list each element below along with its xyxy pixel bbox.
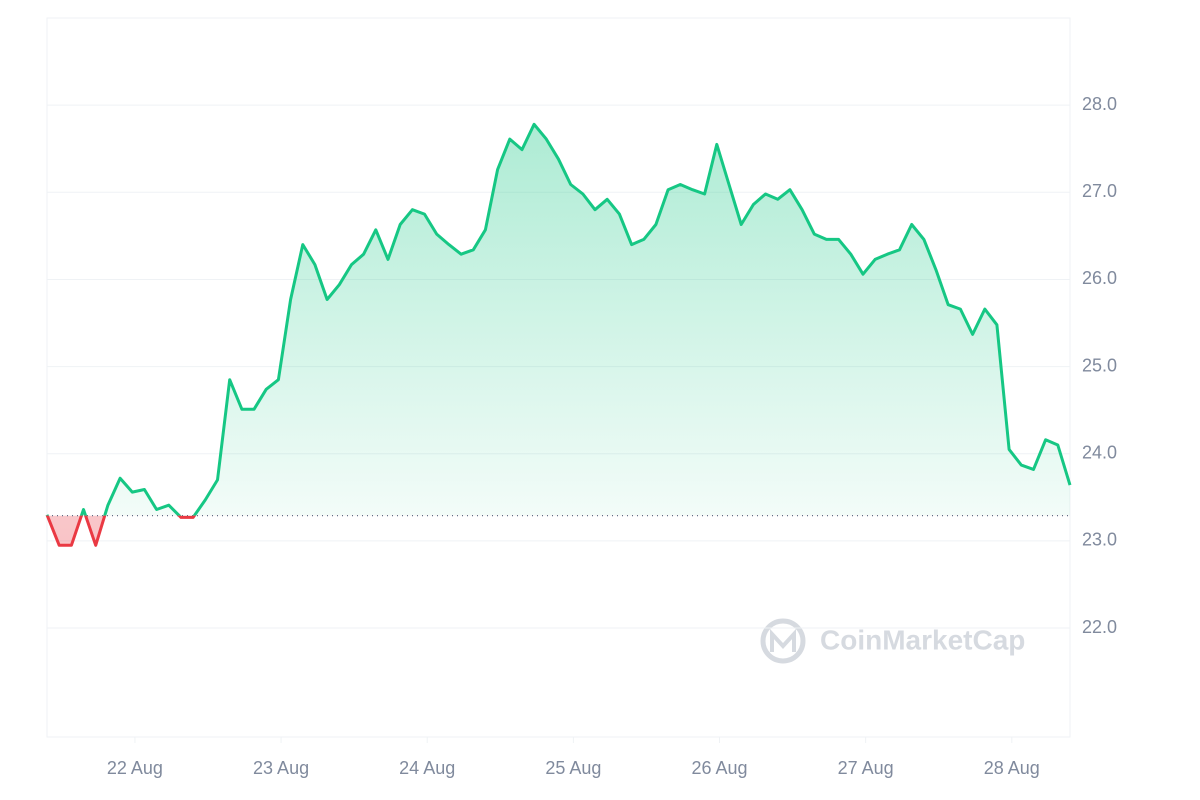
y-tick-label: 26.0 (1082, 268, 1117, 288)
y-tick-label: 24.0 (1082, 443, 1117, 463)
watermark: CoinMarketCap (760, 618, 1025, 664)
y-tick-label: 22.0 (1082, 617, 1117, 637)
x-tick-label: 26 Aug (691, 758, 747, 778)
x-tick-label: 23 Aug (253, 758, 309, 778)
area-down (47, 515, 195, 546)
x-tick-label: 28 Aug (984, 758, 1040, 778)
x-tick-label: 25 Aug (545, 758, 601, 778)
y-tick-label: 25.0 (1082, 355, 1117, 375)
area-up (47, 124, 1070, 516)
x-tick-label: 27 Aug (838, 758, 894, 778)
y-tick-label: 27.0 (1082, 181, 1117, 201)
y-tick-label: 28.0 (1082, 94, 1117, 114)
watermark-text: CoinMarketCap (820, 624, 1025, 655)
y-tick-label: 23.0 (1082, 530, 1117, 550)
plot-frame (46, 17, 1071, 738)
price-line-up (45, 122, 1072, 516)
x-tick-label: 24 Aug (399, 758, 455, 778)
x-tick-label: 22 Aug (107, 758, 163, 778)
